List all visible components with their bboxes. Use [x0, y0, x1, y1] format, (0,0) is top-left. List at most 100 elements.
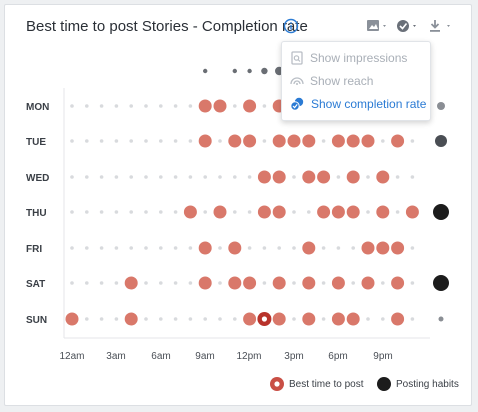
menu-item-show-reach[interactable]: Show reach [290, 71, 373, 91]
menu-item-label: Show impressions [310, 51, 408, 65]
best-time-bubble [124, 276, 138, 290]
day-label-tue: TUE [26, 137, 46, 148]
grid-dot [262, 139, 267, 143]
best-time-bubble [391, 276, 405, 290]
grid-dot [173, 281, 178, 285]
grid-dot [144, 104, 148, 108]
grid-dot [218, 139, 222, 143]
legend-posting-habits[interactable]: Posting habits [376, 376, 459, 392]
best-time-bubble [228, 241, 242, 255]
grid-dot [70, 246, 74, 250]
grid-dot [188, 175, 193, 179]
best-time-bubble [183, 205, 197, 219]
hour-label-12pm: 12pm [236, 351, 262, 362]
legend-label: Best time to post [289, 378, 364, 390]
grid-dot [218, 317, 222, 321]
best-time-bubble [331, 205, 345, 219]
grid-dot [292, 317, 296, 321]
grid-dot [188, 104, 193, 108]
legend-label: Posting habits [396, 378, 459, 390]
download-icon[interactable] [428, 18, 454, 34]
grid-dot [410, 175, 415, 179]
hour-habit-dot [232, 68, 237, 74]
day-label-sun: SUN [26, 315, 48, 326]
hour-label-6am: 6am [151, 351, 171, 362]
best-time-bubble [198, 241, 212, 255]
best-time-bubble [198, 134, 212, 148]
grid-dot [188, 317, 193, 321]
grid-dot [410, 281, 415, 285]
grid-dot [114, 281, 119, 285]
grid-dot [321, 139, 326, 143]
grid-dot [381, 317, 385, 321]
best-time-bubble [376, 241, 390, 255]
best-time-bubble [302, 170, 316, 184]
posting-habit-dot [435, 135, 447, 147]
grid-dot [173, 139, 178, 143]
grid-dot [233, 317, 237, 321]
grid-dot [159, 281, 163, 285]
best-time-bubble [213, 205, 227, 219]
grid-dot [366, 317, 370, 321]
grid-dot [395, 175, 400, 179]
menu-item-show-completion-rate[interactable]: Show completion rate [290, 94, 426, 114]
grid-dot [114, 210, 119, 214]
grid-dot [247, 210, 252, 214]
best-time-bubble [65, 312, 79, 326]
grid-dot [70, 139, 74, 143]
grid-dot [336, 246, 341, 250]
best-time-bubble [272, 134, 286, 148]
best-time-bubble [346, 312, 360, 326]
grid-dot [159, 175, 163, 179]
grid-dot [99, 317, 104, 321]
grid-dot [85, 139, 89, 143]
best-time-bubble [376, 205, 390, 219]
best-time-bubble [198, 276, 212, 290]
grid-dot [262, 104, 267, 108]
best-time-bubble [228, 134, 242, 148]
grid-dot [129, 104, 133, 108]
best-time-bubble [228, 276, 242, 290]
best-time-bubble [391, 134, 405, 148]
menu-item-label: Show completion rate [311, 97, 427, 111]
hour-label-6pm: 6pm [328, 351, 348, 362]
best-time-bubble [376, 170, 390, 184]
completion-icon [290, 97, 304, 111]
hour-label-3pm: 3pm [284, 351, 304, 362]
grid-dot [70, 175, 74, 179]
grid-dot [70, 210, 74, 214]
info-icon[interactable] [283, 18, 299, 34]
grid-dot [159, 210, 163, 214]
grid-dot [307, 210, 311, 214]
grid-dot [85, 104, 89, 108]
grid-dot [218, 175, 222, 179]
best-time-bubble [243, 134, 257, 148]
posting-habit-dot [437, 102, 445, 110]
grid-dot [114, 104, 119, 108]
grid-dot [70, 104, 74, 108]
grid-dot [366, 210, 370, 214]
metric-toggle-icon[interactable] [396, 18, 420, 34]
menu-item-show-impressions[interactable]: Show impressions [290, 48, 407, 68]
best-time-bubble [243, 99, 257, 113]
grid-dot [129, 139, 133, 143]
grid-dot [173, 246, 178, 250]
grid-dot [99, 175, 104, 179]
best-time-bubble [302, 312, 316, 326]
grid-dot [99, 281, 104, 285]
grid-dot [159, 104, 163, 108]
legend-best-time[interactable]: Best time to post [269, 376, 363, 392]
grid-dot [144, 281, 148, 285]
grid-dot [321, 281, 326, 285]
hour-habit-dot [203, 68, 208, 74]
reach-icon [290, 77, 304, 85]
best-time-bubble [346, 170, 360, 184]
grid-dot [173, 210, 178, 214]
grid-dot [188, 246, 193, 250]
grid-dot [188, 281, 193, 285]
grid-dot [292, 281, 296, 285]
best-time-bubble [213, 99, 227, 113]
image-icon[interactable] [366, 18, 390, 34]
grid-dot [85, 281, 89, 285]
